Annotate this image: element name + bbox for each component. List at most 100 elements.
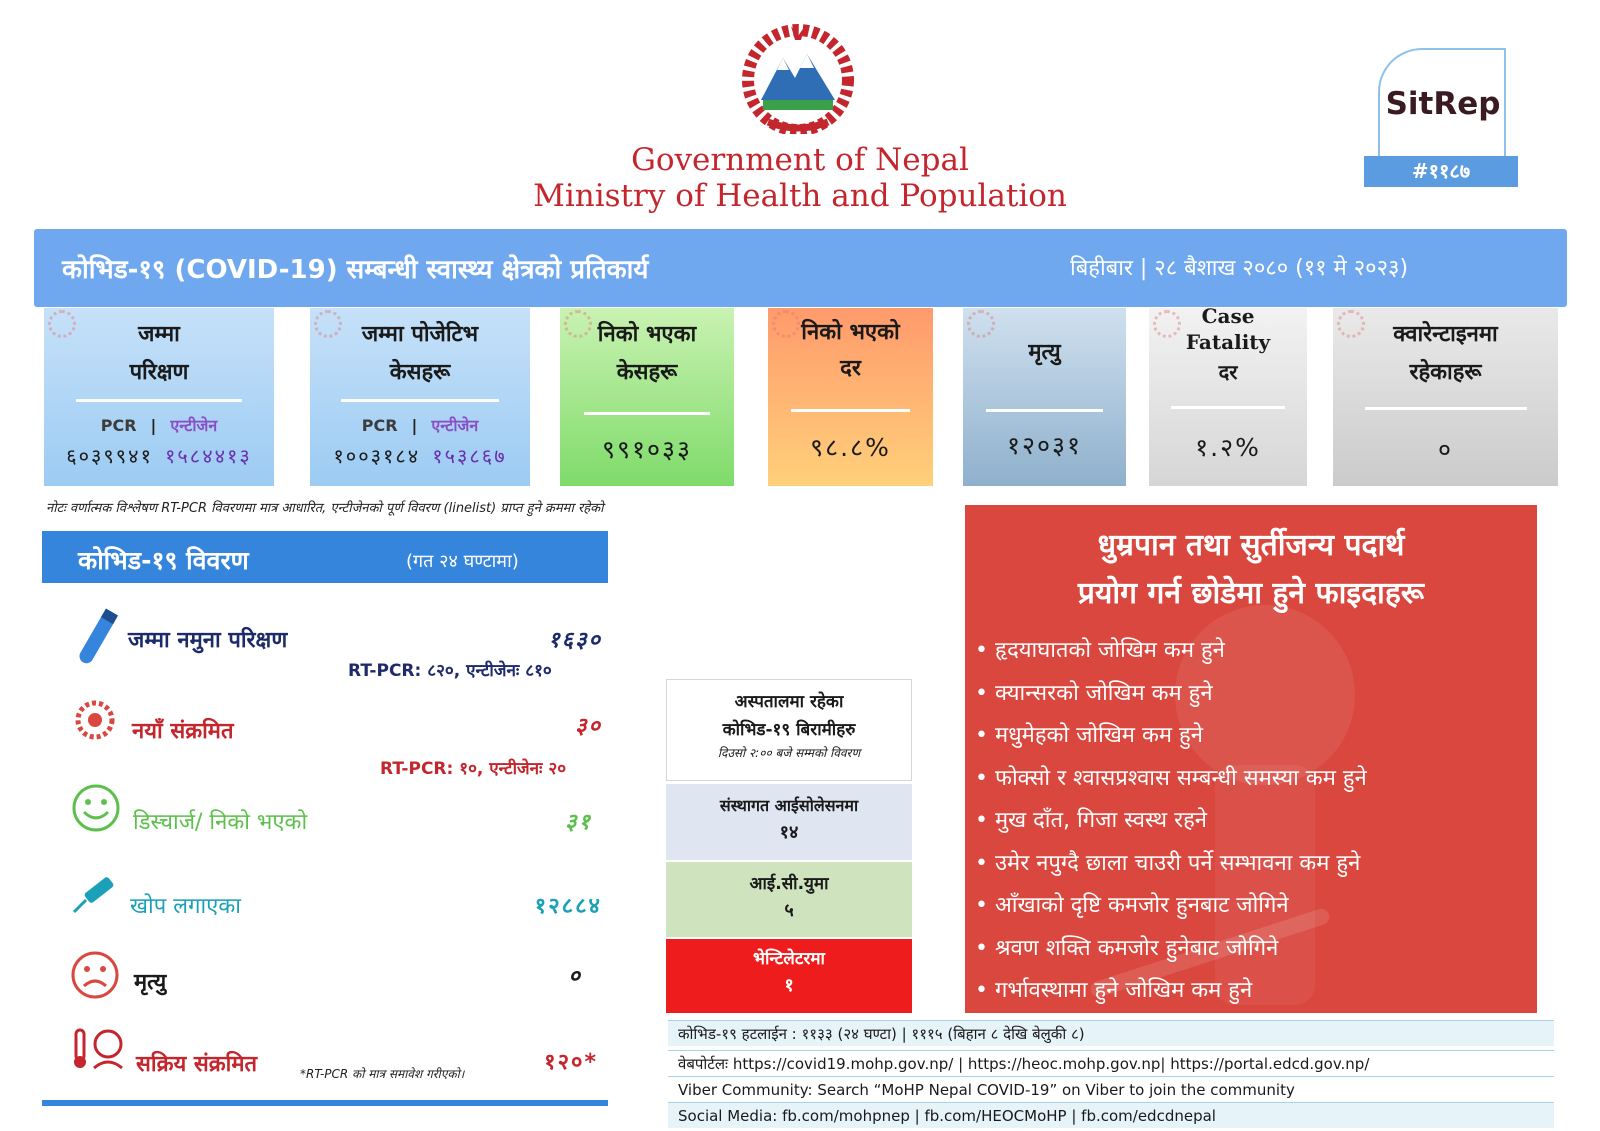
sick-person-icon [74,1028,123,1070]
card-title: जम्मा [138,322,180,347]
card-title: Fatality [1185,330,1271,354]
hospital-title-line2: कोभिड-१९ बिरामीहरु [722,720,856,740]
government-line: Government of Nepal [631,142,969,178]
isolation-box: संस्थागत आईसोलेसनमा १४ [666,784,912,860]
virus-icon [314,310,342,338]
label-separator: | [411,416,418,435]
ventilator-box: भेन्टिलेटरमा १ [666,939,912,1013]
hotline-info: कोभिड-१९ हटलाईन : ११३३ (२४ घण्टा) | १११५… [668,1020,1554,1046]
card-divider [1364,407,1527,410]
title-banner [34,229,1567,307]
card-title: दर [840,356,861,381]
analysis-note: नोटः वर्णात्मक विश्लेषण RT-PCR विवरणमा म… [46,501,604,516]
sitrep-frame [1378,48,1506,166]
card-value: १२०३१ [1006,431,1082,460]
icu-value: ५ [784,900,794,921]
card-title: परिक्षण [129,360,189,385]
vaccinated-label: खोप लगाएका [130,894,241,919]
card-value: ० [1437,435,1453,464]
list-item: फोक्सो र श्वासप्रश्वास सम्बन्धी समस्या क… [975,758,1535,801]
card-recovery-rate: निको भएको दर ९८.८% [768,308,933,486]
card-case-fatality: Case Fatality दर १.२% [1149,304,1307,486]
syringe-icon [72,877,114,914]
card-title: जम्मा पोजेटिभ [361,322,479,347]
list-item: मधुमेहको जोखिम कम हुने [975,715,1535,758]
total-tests-breakdown: RT-PCR: ८२०, एन्टीजेनः ८१० [348,661,552,681]
list-item: उमेर नपुग्दै छाला चाउरी पर्ने सम्भावना क… [975,843,1535,886]
list-item: गर्भावस्थामा हुने जोखिम कम हुने [975,970,1535,1013]
total-tests-label: जम्मा नमुना परिक्षण [128,628,288,653]
virus-icon [1337,310,1365,338]
isolation-label: संस्थागत आईसोलेसनमा [719,796,859,815]
card-total-tests: जम्मा परिक्षण PCR | एन्टीजेन ६०३९९४१ १५८४४१… [44,308,274,486]
card-divider [76,399,242,402]
card-value: ९९१०३३ [601,435,692,464]
daily-details-title: कोभिड-१९ विवरण [78,546,249,575]
list-item: क्यान्सरको जोखिम कम हुने [975,673,1535,716]
ventilator-label: भेन्टिलेटरमा [753,949,825,969]
total-tests-value: १६३० [548,628,602,653]
card-title: दर [1218,360,1238,384]
pcr-value: १००३१८४ [333,444,421,468]
card-value: १.२% [1195,433,1261,462]
death-value: ० [568,964,582,989]
social-media-info[interactable]: Social Media: fb.com/mohpnep | fb.com/HE… [668,1102,1554,1128]
daily-details-subtitle: (गत २४ घण्टामा) [406,551,519,572]
banner-title: कोभिड-१९ (COVID-19) सम्बन्धी स्वास्थ्य क… [62,255,649,285]
antigen-label: एन्टीजेन [170,416,218,435]
list-item: हृदयाघातको जोखिम कम हुने [975,630,1535,673]
government-title: Government of Nepal Ministry of Health a… [500,142,1100,214]
sitrep-label: SitRep [1385,86,1501,122]
nepal-emblem-icon [742,24,854,134]
smoking-benefits-list: हृदयाघातको जोखिम कम हुने क्यान्सरको जोखि… [975,630,1535,1013]
pcr-label: PCR [361,416,398,435]
card-title: मृत्यु [1028,340,1061,365]
active-cases-value: १२०* [544,1050,598,1075]
card-title: निको भएको [801,320,900,345]
list-item: आँखाको दृष्टि कमजोर हुनबाट जोगिने [975,885,1535,928]
virus-icon [967,310,995,338]
card-divider [584,412,710,415]
death-label: मृत्यु [134,970,167,995]
label-separator: | [150,416,157,435]
card-divider [340,399,500,402]
virus-icon [75,700,115,740]
hospital-header-box: अस्पतालमा रहेका कोभिड-१९ बिरामीहरु दिउसो… [666,679,912,781]
virus-icon [772,310,800,338]
antigen-value: १५३८६७ [432,444,507,468]
smoking-title-line1: धुम्रपान तथा सुर्तीजन्य पदार्थ [1097,528,1405,563]
card-value: ९८.८% [810,433,891,462]
viber-info: Viber Community: Search “MoHP Nepal COVI… [668,1076,1554,1102]
list-item: श्रवण शक्ति कमजोर हुनेबाट जोगिने [975,928,1535,971]
card-quarantine: क्वारेन्टाइनमा रहेकाहरू ० [1333,308,1558,486]
web-portal-info[interactable]: वेबपोर्टलः https://covid19.mohp.gov.np/ … [668,1050,1554,1076]
card-sub-labels: PCR | एन्टीजेन [44,414,274,436]
discharge-label: डिस्चार्ज/ निको भएको [133,810,308,835]
sitrep-number: #११८७ [1364,156,1518,187]
card-title: केसहरू [389,360,451,385]
active-cases-note: *RT-PCR को मात्र समावेश गरीएको। [300,1067,465,1081]
pcr-value: ६०३९९४१ [66,444,153,468]
ventilator-value: १ [784,975,794,996]
left-panel-bottom-bar [42,1100,608,1106]
card-sub-values: १००३१८४ १५३८६७ [310,442,530,469]
vaccinated-value: १२८८४ [534,894,602,919]
daily-details-header [42,531,608,583]
card-divider [985,409,1104,412]
sad-face-icon [71,951,119,999]
card-title: क्वारेन्टाइनमा [1393,322,1498,347]
pcr-label: PCR [100,416,137,435]
list-item: मुख दाँत, गिजा स्वस्थ रहने [975,800,1535,843]
card-deaths: मृत्यु १२०३१ [963,308,1126,486]
card-sub-values: ६०३९९४१ १५८४४१३ [44,442,274,469]
card-title: रहेकाहरू [1409,360,1482,385]
active-cases-label: सक्रिय संक्रमित [136,1052,258,1077]
card-title: केसहरू [616,360,678,385]
card-divider [1171,406,1285,409]
smoking-title: धुम्रपान तथा सुर्तीजन्य पदार्थ प्रयोग गर… [965,522,1537,618]
test-tube-icon [79,608,119,664]
new-cases-value: ३० [575,714,602,739]
card-sub-labels: PCR | एन्टीजेन [310,414,530,436]
smoking-title-line2: प्रयोग गर्न छोडेमा हुने फाइदाहरू [1077,576,1425,611]
card-title: Case [1201,304,1255,328]
